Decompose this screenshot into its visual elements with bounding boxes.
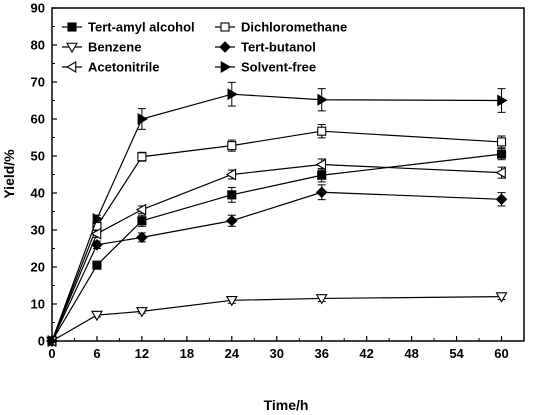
data-point	[495, 166, 506, 179]
legend-label: Tert-amyl alcohol	[88, 20, 195, 35]
legend-item: Acetonitrile	[62, 60, 160, 75]
data-point	[91, 310, 103, 322]
data-point	[90, 227, 102, 240]
data-point	[137, 113, 149, 125]
x-tick-label: 24	[225, 346, 240, 361]
legend-item: Dichloromethane	[215, 20, 347, 35]
data-point	[315, 294, 328, 305]
x-tick-label: 48	[404, 346, 418, 361]
data-point	[225, 168, 237, 181]
legend-item: Benzene	[62, 40, 141, 55]
x-tick-label: 60	[494, 346, 508, 361]
data-point	[47, 335, 59, 347]
data-point	[225, 295, 238, 307]
data-point	[137, 152, 147, 162]
series-1	[47, 124, 507, 346]
legend-marker	[66, 42, 78, 54]
legend: Tert-amyl alcohol Dichloromethane Benzene T…	[62, 20, 347, 75]
series-2	[46, 292, 508, 348]
x-tick-label: 54	[449, 346, 464, 361]
legend-item: Tert-amyl alcohol	[62, 20, 195, 35]
data-point	[315, 186, 328, 199]
x-tick-label: 0	[48, 346, 55, 361]
y-tick-label: 30	[31, 223, 45, 238]
series-line	[51, 130, 502, 342]
data-point	[496, 149, 507, 159]
data-point	[135, 307, 148, 318]
legend-label: Tert-butanol	[241, 40, 316, 55]
legend-marker	[219, 41, 231, 53]
data-point	[497, 94, 508, 107]
x-tick-label: 12	[135, 346, 149, 361]
data-point	[495, 193, 508, 206]
legend-marker	[220, 22, 230, 32]
y-tick-label: 70	[31, 75, 45, 90]
data-point	[227, 190, 237, 200]
series-line	[51, 296, 502, 342]
legend-label: Dichloromethane	[241, 20, 347, 35]
legend-label: Acetonitrile	[88, 60, 160, 75]
y-tick-label: 10	[31, 297, 45, 312]
data-point	[226, 214, 238, 227]
x-tick-label: 18	[180, 346, 194, 361]
data-point	[317, 93, 328, 106]
data-point	[315, 158, 327, 171]
series-line	[51, 93, 502, 342]
legend-marker	[67, 22, 77, 32]
x-tick-label: 30	[270, 346, 284, 361]
axes: 0 6 12 18 24 30 36 42 48 54 60 0 10 20 30 40 50 60 70 80 90	[31, 1, 525, 361]
y-tick-label: 90	[31, 1, 45, 16]
data-point	[495, 292, 508, 303]
x-tick-label: 6	[93, 346, 100, 361]
data-point	[92, 260, 102, 270]
series-line	[51, 153, 502, 342]
y-tick-label: 50	[31, 149, 45, 164]
series-line	[51, 163, 502, 342]
y-tick-label: 80	[31, 38, 45, 53]
y-axis-label: Yield/%	[1, 149, 17, 199]
data-point	[496, 137, 507, 147]
data-point	[137, 216, 147, 226]
series-5	[47, 81, 508, 347]
y-tick-label: 20	[31, 260, 45, 275]
data-point	[317, 126, 327, 136]
legend-item: Tert-butanol	[215, 40, 316, 55]
y-tick-label: 60	[31, 112, 45, 127]
data-point	[92, 212, 104, 225]
x-axis-label: Time/h	[264, 397, 309, 413]
plot-frame	[51, 7, 525, 342]
y-tick-label: 0	[38, 334, 45, 349]
series-4	[45, 158, 506, 347]
series-group	[45, 81, 508, 348]
series-3	[46, 184, 508, 347]
x-tick-label: 42	[359, 346, 373, 361]
data-point	[227, 88, 238, 101]
legend-label: Benzene	[88, 40, 141, 55]
legend-marker	[65, 61, 77, 73]
data-point	[227, 141, 237, 151]
x-tick-label: 36	[314, 346, 328, 361]
series-line	[51, 191, 502, 342]
data-point	[135, 203, 147, 216]
legend-label: Solvent-free	[241, 60, 316, 75]
series-0	[47, 148, 507, 346]
legend-marker	[220, 61, 232, 73]
y-tick-label: 40	[31, 186, 45, 201]
data-point	[136, 231, 148, 244]
data-point	[317, 170, 327, 180]
legend-item: Solvent-free	[215, 60, 316, 75]
